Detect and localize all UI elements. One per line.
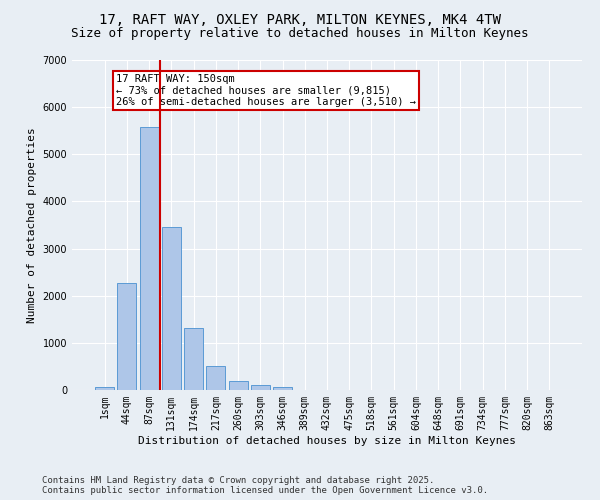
Text: 17, RAFT WAY, OXLEY PARK, MILTON KEYNES, MK4 4TW: 17, RAFT WAY, OXLEY PARK, MILTON KEYNES,… <box>99 12 501 26</box>
Bar <box>140 127 158 390</box>
Bar <box>273 387 292 390</box>
Bar <box>95 386 114 390</box>
Bar <box>184 328 203 390</box>
Bar <box>251 386 270 390</box>
Bar <box>118 282 136 390</box>
Text: Contains HM Land Registry data © Crown copyright and database right 2025.
Contai: Contains HM Land Registry data © Crown c… <box>42 476 488 495</box>
Text: Size of property relative to detached houses in Milton Keynes: Size of property relative to detached ho… <box>71 28 529 40</box>
Bar <box>162 228 181 390</box>
Text: 17 RAFT WAY: 150sqm
← 73% of detached houses are smaller (9,815)
26% of semi-det: 17 RAFT WAY: 150sqm ← 73% of detached ho… <box>116 74 416 108</box>
X-axis label: Distribution of detached houses by size in Milton Keynes: Distribution of detached houses by size … <box>138 436 516 446</box>
Bar <box>229 380 248 390</box>
Bar <box>206 366 225 390</box>
Y-axis label: Number of detached properties: Number of detached properties <box>27 127 37 323</box>
